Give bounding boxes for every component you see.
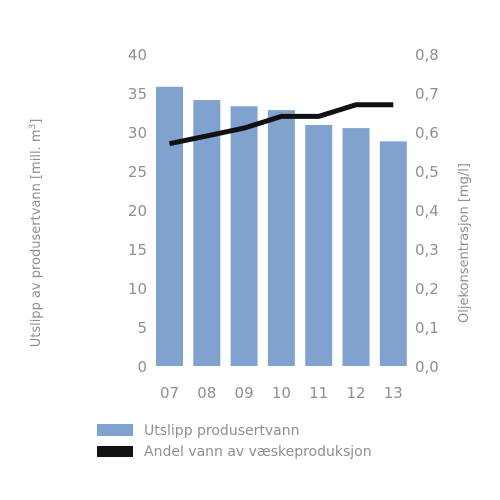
line-series [168,102,394,147]
x-tick-label: 12 [346,384,365,402]
legend-swatch-line [97,446,133,457]
right-axis-title: Oljekonsentrasjon [mg/l] [457,163,472,323]
x-tick-label: 07 [160,384,179,402]
legend-label-bar: Utslipp produsertvann [144,423,299,439]
right-tick-label: 0,6 [415,124,439,142]
legend: Utslipp produsertvann Andel vann av væsk… [97,423,372,460]
legend-label-line: Andel vann av væskeproduksjon [144,444,372,460]
right-tick-label: 0,1 [415,319,439,337]
left-tick-label: 15 [128,241,147,259]
right-tick-label: 0,7 [415,85,439,103]
left-tick-label: 30 [128,124,147,142]
left-axis-title: Utslipp av produsertvann [mill. m3] [28,119,44,348]
legend-swatch-bar [97,424,133,436]
x-tick-label: 09 [235,384,254,402]
bar-series [156,86,407,367]
right-tick-label: 0,3 [415,241,439,259]
left-tick-label: 25 [128,163,147,181]
x-axis-ticks: 07 08 09 10 11 12 13 [160,384,403,402]
bar-08 [193,100,221,367]
x-tick-label: 13 [384,384,403,402]
left-tick-label: 40 [128,46,147,64]
bar-09 [230,106,258,366]
left-axis-ticks: 0 5 10 15 20 25 30 35 40 [128,46,147,376]
left-tick-label: 10 [128,280,147,298]
x-tick-label: 10 [272,384,291,402]
bar-13 [379,141,407,366]
right-tick-label: 0,5 [415,163,439,181]
right-tick-label: 0,8 [415,46,439,64]
bar-11 [305,124,333,366]
bar-10 [267,110,295,366]
x-tick-label: 08 [197,384,216,402]
right-tick-label: 0,0 [415,358,439,376]
x-tick-label: 11 [309,384,328,402]
left-tick-label: 35 [128,85,147,103]
left-tick-label: 20 [128,202,147,220]
bar-07 [156,86,183,366]
right-tick-label: 0,4 [415,202,439,220]
left-tick-label: 5 [137,319,147,337]
right-axis-ticks: 0,0 0,1 0,2 0,3 0,4 0,5 0,6 0,7 0,8 [415,46,439,376]
bar-12 [342,128,370,366]
right-tick-label: 0,2 [415,280,439,298]
left-tick-label: 0 [137,358,147,376]
